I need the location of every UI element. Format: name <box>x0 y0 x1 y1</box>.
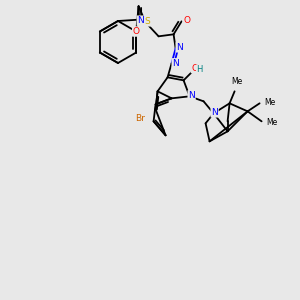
Text: O: O <box>191 64 198 73</box>
Text: Me: Me <box>231 77 242 86</box>
Text: N: N <box>211 108 218 117</box>
Text: Me: Me <box>265 98 276 107</box>
Text: N: N <box>188 91 195 100</box>
Text: N: N <box>172 59 179 68</box>
Text: N: N <box>176 43 183 52</box>
Text: H: H <box>196 65 203 74</box>
Text: S: S <box>145 17 151 26</box>
Text: N: N <box>137 16 144 25</box>
Text: O: O <box>183 16 190 25</box>
Text: Br: Br <box>135 114 145 123</box>
Text: O: O <box>133 27 140 36</box>
Text: Me: Me <box>267 118 278 127</box>
